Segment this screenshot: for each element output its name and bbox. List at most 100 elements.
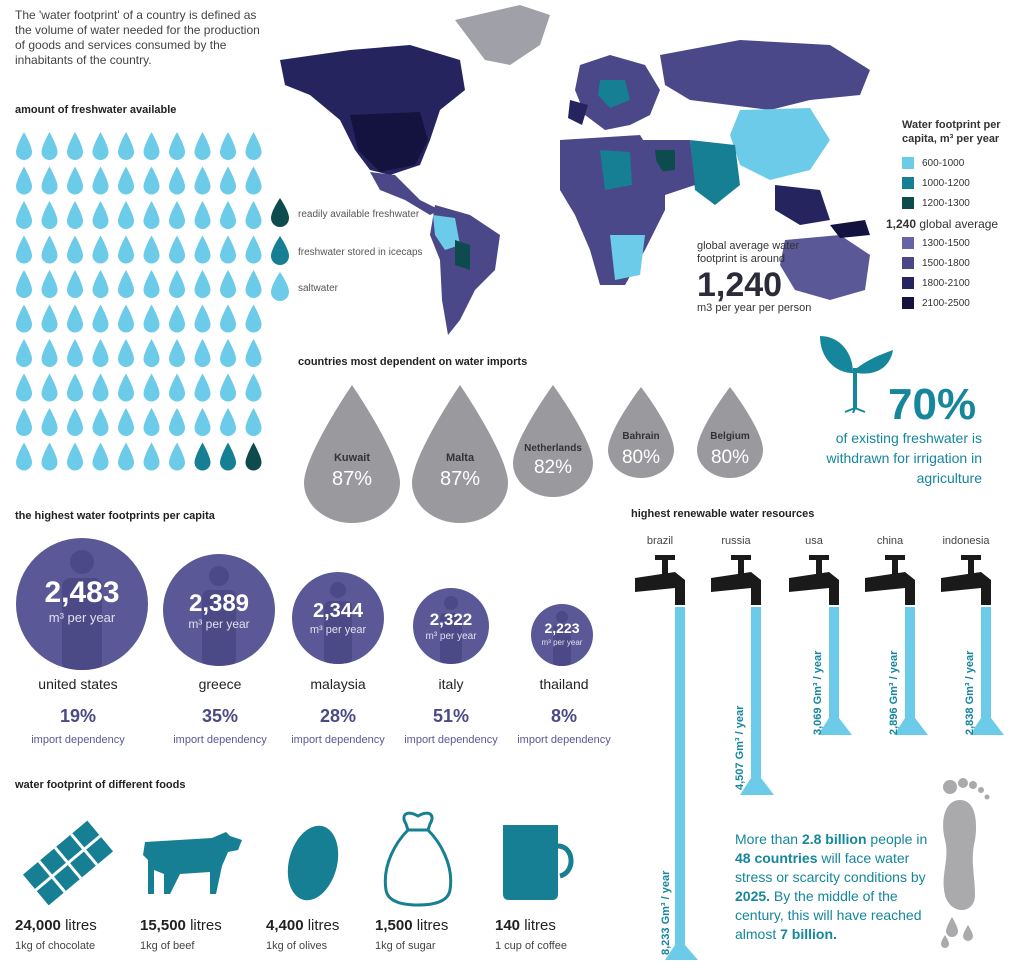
water-drop-icon — [169, 442, 185, 471]
water-drop-icon — [16, 373, 32, 402]
water-drop-icon — [16, 339, 32, 367]
water-drop-icon — [92, 235, 109, 264]
water-drop-icon — [41, 235, 58, 264]
footprint-dep-italy: import dependency — [404, 734, 498, 746]
water-drop-icon — [245, 235, 262, 264]
person-icon — [202, 566, 236, 666]
import-drops — [304, 385, 763, 523]
water-drop-icon — [194, 442, 211, 471]
food-amount-beef: 15,500 litres — [140, 917, 222, 934]
water-drop-icon — [41, 304, 58, 333]
swatch-600-1000 — [902, 157, 914, 170]
water-drop-icon — [92, 408, 109, 436]
footprints-title: the highest water footprints per capita — [15, 510, 215, 522]
import-country-malta: Malta — [445, 452, 475, 464]
map-legend: Water footprint per capita, m³ per year … — [886, 118, 1022, 314]
water-drop-icon — [118, 132, 134, 160]
drop-kuwait — [304, 385, 400, 523]
water-drop-icon — [118, 304, 134, 333]
legend-readily: readily available freshwater — [298, 209, 420, 220]
footprint-pct-us: 19% — [59, 706, 97, 726]
water-drop-icon — [92, 201, 109, 229]
water-drop-icon — [220, 132, 236, 160]
water-drop-icon — [16, 201, 32, 229]
food-amount-chocolate: 24,000 litres — [15, 917, 97, 934]
chocolate-icon — [22, 820, 114, 906]
swatch-1300-1500 — [902, 237, 914, 250]
sugar-bag-icon — [383, 811, 453, 907]
water-drop-icon — [16, 270, 32, 298]
footprint-circle-malaysia: 2,344 m³ per year — [292, 572, 384, 664]
water-drop-icon — [194, 408, 211, 436]
water-drop-icon — [169, 408, 185, 436]
water-drop-icon — [67, 166, 83, 195]
water-drop-icon — [143, 373, 160, 402]
food-amount-sugar: 1,500 litres — [375, 917, 449, 934]
stream-brazil — [675, 607, 685, 957]
legend-range-1: 600-1000 — [902, 154, 1022, 174]
import-pct-kuwait: 87% — [331, 468, 373, 490]
footprint-circle-us: 2,483 m³ per year — [16, 538, 148, 670]
water-drop-icon — [194, 270, 211, 298]
footprint-circle-italy: 2,322 m³ per year — [413, 588, 489, 664]
map-legend-title: Water footprint per capita, m³ per year — [902, 119, 1001, 145]
water-drop-icon — [41, 339, 58, 367]
footprint-value-us: 2,483 — [44, 576, 120, 609]
water-drop-icon — [118, 442, 134, 471]
stream-value-china: 2,896 Gm³ / year — [888, 650, 900, 735]
tap-icon — [711, 555, 761, 605]
cow-icon — [143, 832, 242, 894]
water-drop-icon — [245, 132, 262, 160]
water-drop-icon — [41, 132, 58, 160]
legend-global-average: 1,240 global average — [886, 217, 999, 231]
food-amount-olives: 4,400 litres — [266, 917, 340, 934]
stream-indonesia — [981, 607, 991, 727]
water-drop-icon — [245, 373, 262, 402]
water-drop-icon — [143, 304, 160, 333]
water-drop-icon — [118, 270, 134, 298]
water-drop-icon — [245, 339, 262, 367]
water-drop-icon — [92, 270, 109, 298]
footprint-unit-us: m³ per year — [48, 610, 116, 625]
footprint-dep-malaysia: import dependency — [291, 734, 385, 746]
food-desc-beef: 1kg of beef — [140, 940, 195, 952]
water-drop-icon — [169, 235, 185, 264]
footprint-value-greece: 2,389 — [188, 590, 250, 617]
water-drop-icon — [118, 235, 134, 264]
drop-bahrain — [608, 387, 674, 478]
coffee-mug-icon — [503, 825, 574, 900]
water-drop-icon — [169, 373, 185, 402]
water-drop-icon — [41, 373, 58, 402]
water-drop-icon — [67, 339, 83, 367]
stream-value-indonesia: 2,838 Gm³ / year — [964, 650, 976, 735]
water-drop-icon — [245, 442, 262, 471]
water-drop-icon — [16, 304, 32, 333]
swatch-1800-2100 — [902, 277, 914, 290]
tap-icon — [635, 555, 685, 605]
world-map — [280, 5, 870, 335]
swatch-2100-2500 — [902, 297, 914, 310]
footprint-icon — [941, 778, 990, 948]
stream-china — [905, 607, 915, 727]
water-drop-icon — [67, 270, 83, 298]
water-drop-icon — [169, 304, 185, 333]
foods-title: water footprint of different foods — [15, 779, 186, 791]
footprint-dep-thailand: import dependency — [517, 734, 611, 746]
water-drop-icon — [67, 442, 83, 471]
drop-belgium — [697, 387, 763, 478]
water-drop-icon — [41, 408, 58, 436]
irrigation-text: of existing freshwater is withdrawn for … — [826, 430, 982, 486]
food-desc-coffee: 1 cup of coffee — [495, 940, 567, 952]
water-drop-icon — [92, 166, 109, 195]
irrigation-value: 70% — [888, 380, 977, 429]
icecaps-drop-icon — [271, 236, 289, 265]
water-drop-icon — [118, 166, 134, 195]
water-drop-icon — [194, 132, 211, 160]
tap-label-china: china — [876, 535, 904, 547]
water-drop-icon — [41, 270, 58, 298]
water-drop-icon — [143, 442, 160, 471]
water-drop-icon — [143, 235, 160, 264]
water-drop-icon — [41, 166, 58, 195]
legend-range-6: 1800-2100 — [902, 274, 1022, 294]
water-drop-icon — [220, 201, 236, 229]
